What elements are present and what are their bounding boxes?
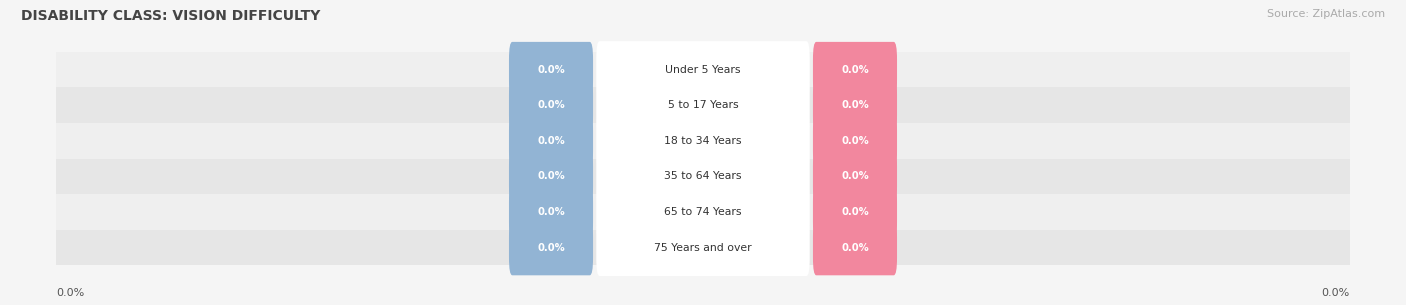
Text: 0.0%: 0.0% [537, 242, 565, 253]
Text: 0.0%: 0.0% [537, 65, 565, 75]
Text: 18 to 34 Years: 18 to 34 Years [664, 136, 742, 146]
Text: 75 Years and over: 75 Years and over [654, 242, 752, 253]
Text: 0.0%: 0.0% [537, 207, 565, 217]
Text: 0.0%: 0.0% [1322, 288, 1350, 298]
FancyBboxPatch shape [509, 42, 593, 97]
FancyBboxPatch shape [813, 77, 897, 133]
FancyBboxPatch shape [596, 112, 810, 169]
Text: 0.0%: 0.0% [841, 136, 869, 146]
FancyBboxPatch shape [596, 41, 810, 98]
Bar [56, 159, 1350, 194]
Bar [56, 52, 1350, 88]
FancyBboxPatch shape [509, 220, 593, 275]
FancyBboxPatch shape [509, 184, 593, 240]
Text: 0.0%: 0.0% [841, 65, 869, 75]
Text: 35 to 64 Years: 35 to 64 Years [664, 171, 742, 181]
Bar [56, 194, 1350, 230]
Text: 0.0%: 0.0% [56, 288, 84, 298]
Text: DISABILITY CLASS: VISION DIFFICULTY: DISABILITY CLASS: VISION DIFFICULTY [21, 9, 321, 23]
Text: 0.0%: 0.0% [841, 100, 869, 110]
FancyBboxPatch shape [813, 184, 897, 240]
FancyBboxPatch shape [596, 77, 810, 134]
FancyBboxPatch shape [596, 219, 810, 276]
FancyBboxPatch shape [596, 148, 810, 205]
FancyBboxPatch shape [509, 113, 593, 169]
FancyBboxPatch shape [509, 77, 593, 133]
FancyBboxPatch shape [813, 149, 897, 204]
FancyBboxPatch shape [813, 42, 897, 97]
Text: 0.0%: 0.0% [537, 100, 565, 110]
Text: Under 5 Years: Under 5 Years [665, 65, 741, 75]
FancyBboxPatch shape [596, 184, 810, 240]
Text: 0.0%: 0.0% [841, 207, 869, 217]
Text: 0.0%: 0.0% [841, 171, 869, 181]
Text: 65 to 74 Years: 65 to 74 Years [664, 207, 742, 217]
FancyBboxPatch shape [813, 113, 897, 169]
Text: 0.0%: 0.0% [537, 136, 565, 146]
Text: 0.0%: 0.0% [537, 171, 565, 181]
FancyBboxPatch shape [509, 149, 593, 204]
Bar [56, 123, 1350, 159]
Bar [56, 88, 1350, 123]
Text: Source: ZipAtlas.com: Source: ZipAtlas.com [1267, 9, 1385, 19]
Text: 5 to 17 Years: 5 to 17 Years [668, 100, 738, 110]
Bar [56, 230, 1350, 265]
Text: 0.0%: 0.0% [841, 242, 869, 253]
FancyBboxPatch shape [813, 220, 897, 275]
